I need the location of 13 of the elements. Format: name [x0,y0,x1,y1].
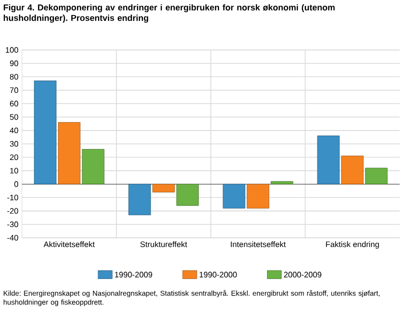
chart-title: Figur 4. Dekomponering av endringer i energibruken for norsk økonomi (utenom husholdninger). Prosentvis endring [4,4,335,23]
bar [152,184,175,193]
bar [34,80,56,184]
bar [176,184,199,206]
bar [365,168,388,184]
bar [128,184,151,216]
bar [222,184,246,209]
bar [246,184,270,209]
bar [341,156,364,184]
bar [58,122,80,184]
bar [270,181,294,184]
bar [82,149,104,184]
bar [317,136,340,184]
